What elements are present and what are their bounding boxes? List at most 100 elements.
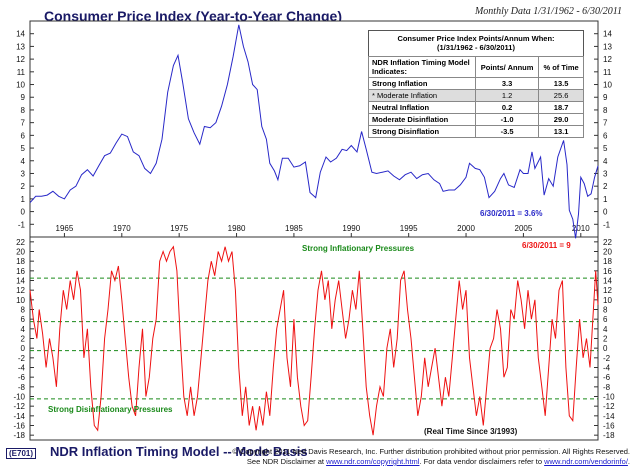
- row-pct: 18.7: [538, 101, 584, 114]
- strong-disinflationary-label: Strong Disinflationary Pressures: [48, 405, 173, 414]
- bottom-y-tick-label: -14: [603, 412, 615, 421]
- bottom-y-tick-label: -16: [603, 422, 615, 431]
- x-tick-label: 1965: [56, 224, 74, 233]
- bottom-y-tick-label: 14: [16, 277, 25, 286]
- row-points: -1.0: [474, 113, 540, 126]
- bottom-y-tick-label: 12: [603, 286, 612, 295]
- cpi-last-value-label: 6/30/2011 = 3.6%: [480, 209, 543, 218]
- top-y-tick-label: 9: [21, 93, 26, 102]
- bottom-y-tick-label: -16: [13, 422, 25, 431]
- table-header-pct: % of Time: [538, 56, 584, 78]
- page-subtitle: Monthly Data 1/31/1962 - 6/30/2011: [474, 6, 622, 17]
- bottom-y-tick-label: -12: [13, 402, 25, 411]
- top-y-tick-label: 7: [603, 119, 608, 128]
- table-row: Strong Disinflation -3.5 13.1: [368, 125, 584, 138]
- ndr-model-series-line: [29, 245, 599, 436]
- copyright-link[interactable]: www.ndr.com/copyright.html: [326, 457, 420, 466]
- table-caption: Consumer Price Index Points/Annum When:(…: [369, 31, 584, 57]
- bottom-y-tick-label: 16: [16, 267, 25, 276]
- table-row: * Moderate Inflation 1.2 25.6: [368, 89, 584, 102]
- bottom-y-tick-label: 4: [603, 325, 608, 334]
- top-y-tick-label: 0: [21, 208, 26, 217]
- cpi-series-line: [29, 24, 599, 239]
- top-y-tick-label: 13: [603, 42, 612, 51]
- bottom-axes: -18 -18-16 -16-14 -14-12 -12-10 -10-8 -8-6 -6-4…: [13, 238, 615, 440]
- bottom-y-tick-label: 14: [603, 277, 612, 286]
- top-y-tick-label: 6: [21, 131, 26, 140]
- x-tick-label: 1985: [285, 224, 303, 233]
- table-caption-line1: Consumer Price Index Points/Annum When:: [397, 34, 555, 43]
- vendor-info-link[interactable]: www.ndr.com/vendorinfo/: [544, 457, 628, 466]
- bottom-y-tick-label: 20: [16, 248, 25, 257]
- top-y-tick-label: 9: [603, 93, 608, 102]
- table-row: Strong Inflation 3.3 13.5: [368, 77, 584, 90]
- row-pct: 13.5: [538, 77, 584, 90]
- top-y-tick-label: 10: [16, 81, 25, 90]
- table-row: Neutral Inflation 0.2 18.7: [368, 101, 584, 114]
- row-label: Strong Inflation: [368, 77, 476, 90]
- bottom-y-tick-label: 22: [16, 238, 25, 247]
- x-tick-label: 2005: [515, 224, 533, 233]
- row-label: Strong Disinflation: [368, 125, 476, 138]
- top-y-tick-label: 2: [603, 182, 608, 191]
- top-y-tick-label: 11: [17, 68, 26, 77]
- x-tick-label: 2010: [572, 224, 590, 233]
- bottom-y-tick-label: 2: [21, 335, 26, 344]
- top-y-tick-label: 3: [21, 169, 26, 178]
- top-y-tick-label: -1: [603, 220, 611, 229]
- bottom-y-tick-label: 18: [16, 257, 25, 266]
- table-header-model: NDR Inflation Timing Model Indicates:: [368, 56, 476, 78]
- bottom-y-tick-label: 20: [603, 248, 612, 257]
- bottom-y-tick-label: -10: [13, 393, 25, 402]
- row-label: Moderate Disinflation: [368, 113, 476, 126]
- ndr-last-value-label: 6/30/2011 = 9: [522, 241, 571, 250]
- bottom-y-tick-label: 18: [603, 257, 612, 266]
- table-header-points: Points/ Annum: [474, 56, 540, 78]
- bottom-y-tick-label: -6: [603, 373, 611, 382]
- bottom-y-tick-label: -4: [603, 364, 611, 373]
- top-y-tick-label: 7: [21, 119, 26, 128]
- top-y-tick-label: 14: [603, 30, 612, 39]
- top-y-tick-label: 2: [21, 182, 26, 191]
- top-y-tick-label: 5: [21, 144, 26, 153]
- disclaimer-text-a: See NDR Disclaimer at: [246, 457, 327, 466]
- top-y-tick-label: 13: [16, 42, 25, 51]
- bottom-y-tick-label: -8: [18, 383, 26, 392]
- row-pct: 13.1: [538, 125, 584, 138]
- top-y-tick-label: 12: [16, 55, 25, 64]
- bottom-y-tick-label: -2: [603, 354, 611, 363]
- bottom-y-tick-label: -2: [18, 354, 26, 363]
- real-time-note: (Real Time Since 3/1993): [424, 427, 518, 436]
- row-points: 1.2: [474, 89, 540, 102]
- bottom-y-tick-label: -18: [603, 431, 615, 440]
- bottom-y-tick-label: 8: [21, 306, 26, 315]
- strong-inflationary-label: Strong Inflationary Pressures: [302, 244, 415, 253]
- x-tick-label: 2000: [457, 224, 475, 233]
- top-y-tick-label: 6: [603, 131, 608, 140]
- bottom-y-tick-label: -14: [13, 412, 25, 421]
- bottom-y-tick-label: 6: [21, 315, 26, 324]
- bottom-y-tick-label: 2: [603, 335, 608, 344]
- top-y-tick-label: 11: [603, 68, 612, 77]
- bottom-y-tick-label: -12: [603, 402, 615, 411]
- table-row: Moderate Disinflation -1.0 29.0: [368, 113, 584, 126]
- top-y-tick-label: 5: [603, 144, 608, 153]
- disclaimer-text-b: . For data vendor disclaimers refer to: [419, 457, 545, 466]
- bottom-y-tick-label: -6: [18, 373, 26, 382]
- x-tick-label: 1980: [228, 224, 246, 233]
- bottom-y-tick-label: -8: [603, 383, 611, 392]
- bottom-y-tick-label: 6: [603, 315, 608, 324]
- bottom-y-tick-label: 10: [603, 296, 612, 305]
- bottom-y-tick-label: 4: [21, 325, 26, 334]
- top-y-tick-label: 1: [21, 195, 26, 204]
- row-pct: 25.6: [538, 89, 584, 102]
- bottom-y-tick-label: 8: [603, 306, 608, 315]
- bottom-y-tick-label: -18: [13, 431, 25, 440]
- bottom-y-tick-label: 12: [16, 286, 25, 295]
- cpi-stats-table: Consumer Price Index Points/Annum When:(…: [368, 30, 584, 138]
- reference-lines: [30, 277, 598, 400]
- row-label: * Moderate Inflation: [368, 89, 476, 102]
- top-y-tick-label: 4: [21, 157, 26, 166]
- x-tick-label: 1995: [400, 224, 418, 233]
